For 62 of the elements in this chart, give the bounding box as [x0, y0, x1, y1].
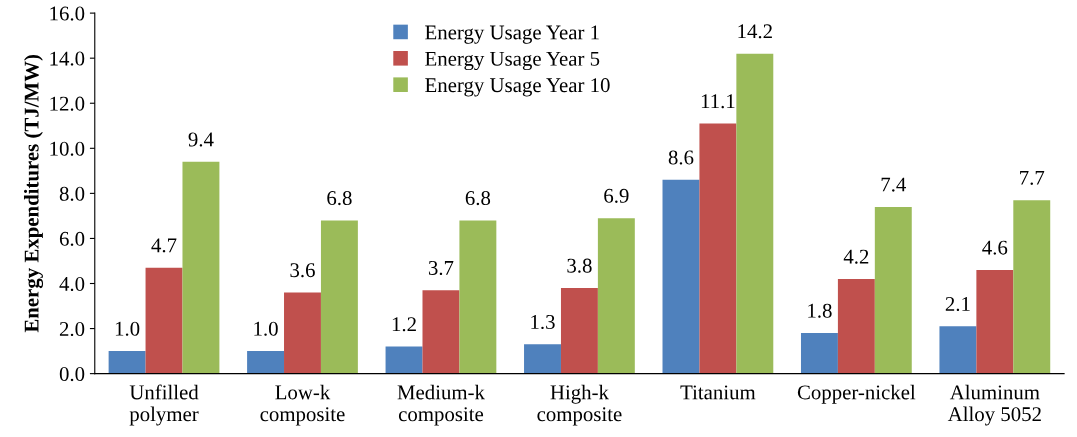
bar — [800, 333, 838, 374]
y-tick-label: 12.0 — [50, 96, 85, 111]
data-label: 3.6 — [290, 263, 315, 278]
data-label: 1.0 — [115, 321, 140, 336]
bar — [247, 351, 285, 374]
data-label: 1.3 — [531, 315, 555, 330]
bar — [459, 220, 497, 374]
data-label: 4.2 — [843, 249, 869, 264]
y-tick-label: 4.0 — [59, 276, 85, 292]
data-label: 7.7 — [1020, 170, 1045, 185]
data-label: 9.4 — [188, 132, 214, 147]
data-label: 3.8 — [567, 258, 592, 273]
bar — [699, 123, 737, 374]
data-label: 7.4 — [881, 177, 906, 192]
data-label: 1.2 — [392, 317, 416, 332]
bar — [662, 179, 700, 374]
bar — [385, 346, 423, 374]
y-tick-label: 0.0 — [59, 367, 85, 382]
data-label: 4.6 — [982, 240, 1008, 255]
y-tick-label: 8.0 — [59, 186, 85, 201]
bar — [320, 220, 358, 374]
y-tick-label: 16.0 — [50, 6, 85, 21]
data-label: 2.1 — [945, 296, 970, 312]
bar — [108, 351, 146, 374]
bar — [939, 326, 977, 374]
bar — [182, 161, 220, 374]
bar — [976, 269, 1014, 374]
y-tick-label: 6.0 — [59, 231, 85, 246]
legend-label: Energy Usage Year 5 — [425, 51, 600, 71]
data-label: 6.9 — [604, 188, 629, 203]
legend-label: Energy Usage Year 1 — [425, 25, 599, 44]
y-tick-label: 14.0 — [50, 51, 85, 66]
data-label: 8.6 — [668, 150, 694, 165]
bar — [874, 206, 912, 374]
data-label: 6.8 — [327, 191, 352, 206]
data-label: 4.7 — [151, 238, 177, 253]
bar — [560, 288, 598, 374]
y-tick-label: 2.0 — [59, 321, 85, 337]
bar — [736, 53, 774, 374]
data-label: 1.0 — [254, 321, 278, 336]
x-tick-label: Low-k composite — [260, 384, 345, 426]
bar — [284, 292, 321, 374]
x-tick-label: Medium-k composite — [397, 384, 485, 426]
x-tick-label: Titanium — [680, 385, 756, 400]
x-tick-label: High-k composite — [537, 384, 622, 426]
bar — [145, 267, 183, 374]
bar — [837, 279, 875, 374]
bar — [1013, 200, 1051, 374]
data-label: 11.1 — [701, 94, 735, 109]
legend-label: Energy Usage Year 10 — [425, 78, 610, 97]
bar — [422, 290, 460, 374]
y-axis-title: Energy Expenditures (TJ/MW) — [23, 55, 44, 333]
x-tick-label: Aluminum Alloy 5052 — [947, 384, 1041, 426]
x-tick-label: Copper-nickel — [797, 384, 916, 404]
data-label: 14.2 — [738, 24, 772, 39]
data-label: 1.8 — [808, 303, 832, 318]
bar — [597, 218, 635, 374]
data-label: 6.8 — [465, 191, 491, 206]
x-tick-label: Unfilled polymer — [129, 384, 199, 426]
bar — [524, 344, 561, 374]
data-label: 3.7 — [428, 260, 454, 276]
y-tick-label: 10.0 — [50, 141, 85, 156]
